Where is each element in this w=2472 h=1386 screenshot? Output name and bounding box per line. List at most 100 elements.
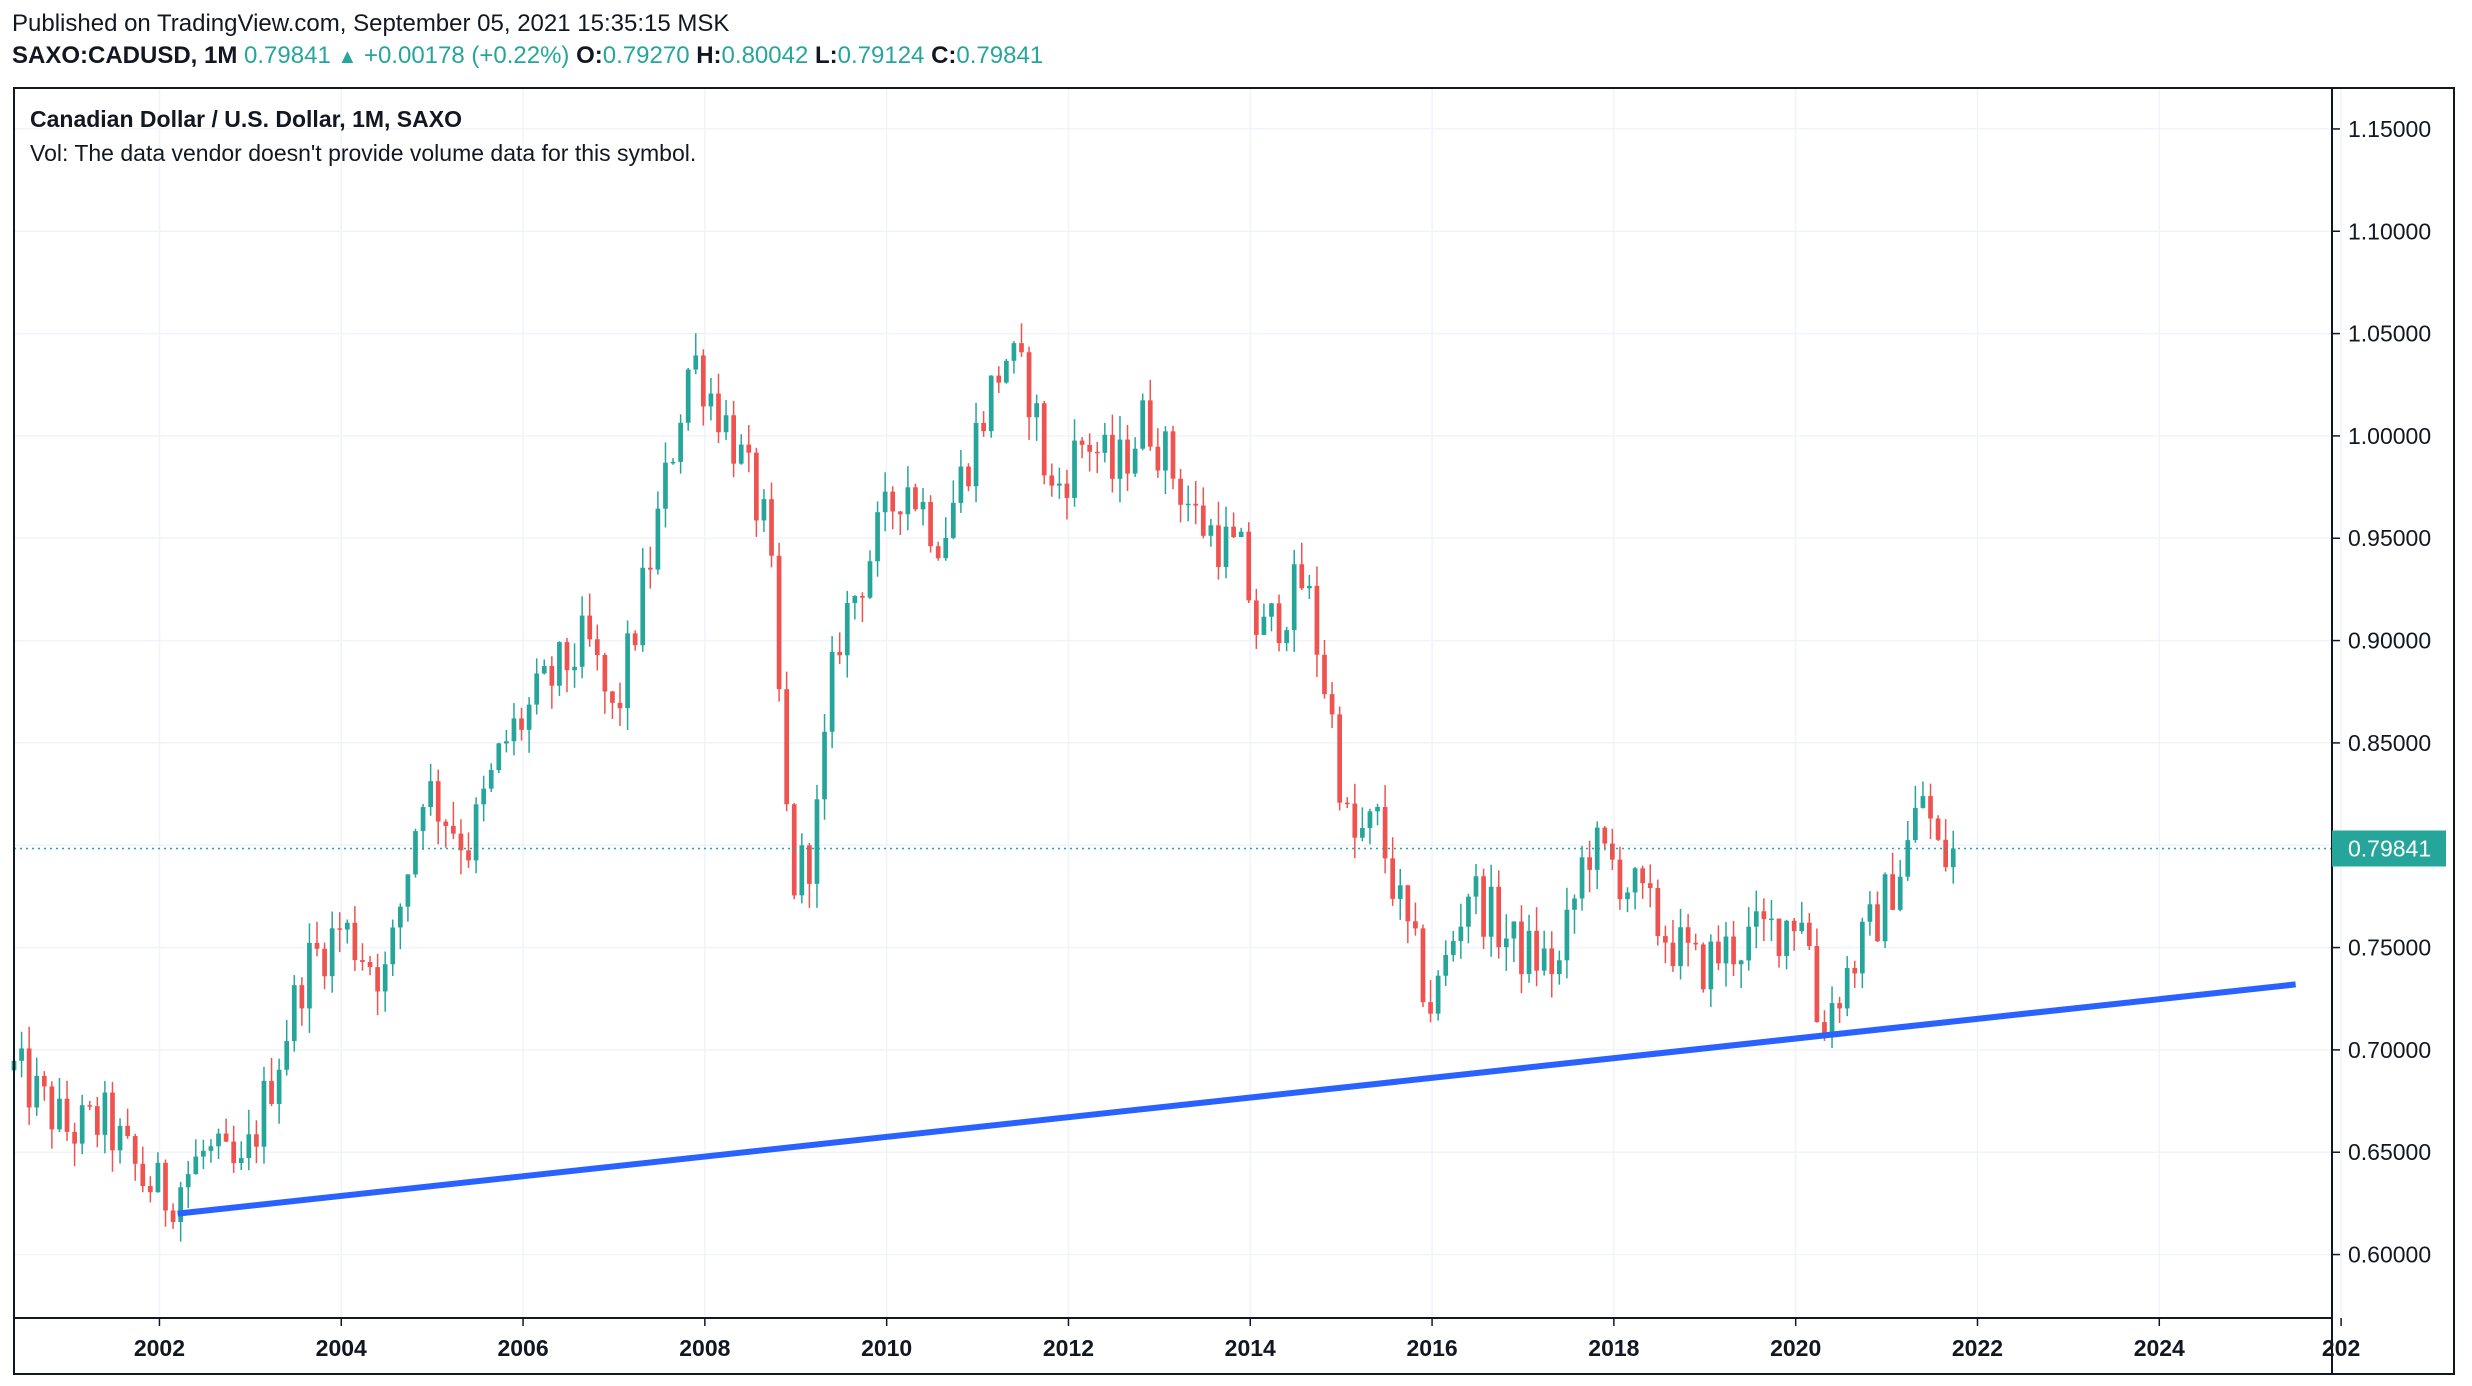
y-tick-label: 1.05000 xyxy=(2348,321,2431,347)
candle-body xyxy=(1147,400,1153,447)
chart-legend-title[interactable]: Canadian Dollar / U.S. Dollar, 1M, SAXO xyxy=(30,106,462,132)
candle-body xyxy=(564,642,570,671)
candle-body xyxy=(1844,968,1850,1009)
candle-body xyxy=(1488,886,1494,937)
candle-body xyxy=(625,633,630,709)
candle-body xyxy=(1390,858,1396,899)
candle-body xyxy=(102,1092,108,1135)
axes xyxy=(13,87,2455,1375)
candle-body xyxy=(791,804,797,896)
candle-body xyxy=(231,1141,237,1164)
candle-body xyxy=(784,689,790,805)
candle-body xyxy=(1913,807,1918,841)
candle-body xyxy=(1776,918,1782,956)
candle-body xyxy=(1753,911,1759,927)
candle-body xyxy=(1943,839,1949,868)
candle-body xyxy=(185,1174,191,1188)
candle-body xyxy=(435,781,441,822)
candle-body xyxy=(170,1210,176,1222)
candle-body xyxy=(943,537,949,559)
candle-body xyxy=(19,1048,24,1061)
candle-body xyxy=(708,393,714,407)
candle-body xyxy=(1329,694,1335,715)
candle-body xyxy=(1647,883,1653,888)
support-trendline[interactable] xyxy=(177,981,2296,1217)
candle-body xyxy=(1443,954,1449,976)
symbol-label[interactable]: SAXO:CADUSD, 1M xyxy=(12,42,238,69)
grid-lines xyxy=(14,88,2342,1318)
candle-body xyxy=(1496,886,1502,948)
candle-body xyxy=(1579,857,1585,899)
candle-body xyxy=(549,666,555,686)
candle-body xyxy=(632,633,638,646)
candle-body xyxy=(1640,868,1646,884)
candle-body xyxy=(1708,941,1714,990)
candle-body xyxy=(1503,938,1509,948)
candle-body xyxy=(534,673,540,705)
last-price-label: 0.79841 xyxy=(2332,830,2446,867)
candle-body xyxy=(1064,483,1070,498)
candle-body xyxy=(72,1131,77,1144)
candle-body xyxy=(1556,960,1562,975)
y-tick-label: 1.00000 xyxy=(2348,423,2431,449)
candle-body xyxy=(420,807,426,832)
candle-body xyxy=(807,845,812,884)
candle-body xyxy=(579,615,585,667)
x-tick-label: 2018 xyxy=(1588,1335,1639,1361)
candle-body xyxy=(1859,921,1865,974)
high-label: H: xyxy=(696,42,722,69)
high-value: 0.80042 xyxy=(721,42,809,69)
candle-body xyxy=(1799,922,1805,932)
candle-body xyxy=(1049,475,1055,486)
candle-body xyxy=(731,415,736,464)
y-tick-label: 1.10000 xyxy=(2348,218,2431,244)
candle-body xyxy=(1731,936,1736,965)
candle-body xyxy=(322,948,327,977)
candle-body xyxy=(716,393,721,433)
x-tick-label: 2024 xyxy=(2134,1335,2185,1361)
candle-body xyxy=(496,743,502,771)
trendline-layer[interactable] xyxy=(177,981,2296,1217)
candle-body xyxy=(511,718,517,742)
candle-body xyxy=(1602,827,1608,844)
candle-body xyxy=(829,651,835,732)
candle-body xyxy=(1360,827,1365,838)
low-label: L: xyxy=(814,42,838,69)
candle-body xyxy=(1610,843,1615,860)
y-tick-label: 0.90000 xyxy=(2348,628,2431,654)
candle-body xyxy=(610,691,615,703)
candle-body xyxy=(867,561,873,598)
candle-body xyxy=(1625,892,1630,900)
candle-body xyxy=(1784,920,1789,956)
candle-body xyxy=(950,502,956,538)
last-price-badge xyxy=(2332,830,2446,867)
candle-body xyxy=(754,452,759,521)
candle-body xyxy=(1094,451,1100,454)
x-tick-label: 2020 xyxy=(1770,1335,1821,1361)
candle-body xyxy=(466,850,471,861)
candle-body xyxy=(1935,818,1941,840)
candle-body xyxy=(352,922,358,961)
price-axis[interactable]: 1.15000 1.10000 1.05000 1.00000 0.95000 0.900… xyxy=(2332,116,2431,1268)
candle-body xyxy=(1208,525,1214,536)
candle-body xyxy=(1200,505,1206,536)
candle-body xyxy=(1261,616,1267,635)
candle-body xyxy=(1511,921,1517,939)
candle-body xyxy=(700,355,706,407)
y-tick-label: 0.95000 xyxy=(2348,525,2431,551)
candle-body xyxy=(1253,600,1259,635)
candle-body xyxy=(57,1098,62,1130)
candle-body xyxy=(94,1106,100,1135)
candle-body xyxy=(572,666,577,671)
candle-body xyxy=(291,985,297,1042)
candle-body xyxy=(587,615,593,640)
candle-body xyxy=(966,466,971,487)
candle-body xyxy=(663,462,668,509)
candle-body xyxy=(1466,896,1471,927)
candle-body xyxy=(1072,440,1077,498)
candle-body xyxy=(1238,531,1244,538)
time-axis[interactable]: 2002 2004 2006 2008 2010 2012 2014 2016 2018 2020… xyxy=(134,1318,2360,1361)
candle-body xyxy=(1026,352,1032,418)
candle-body xyxy=(1617,859,1623,900)
